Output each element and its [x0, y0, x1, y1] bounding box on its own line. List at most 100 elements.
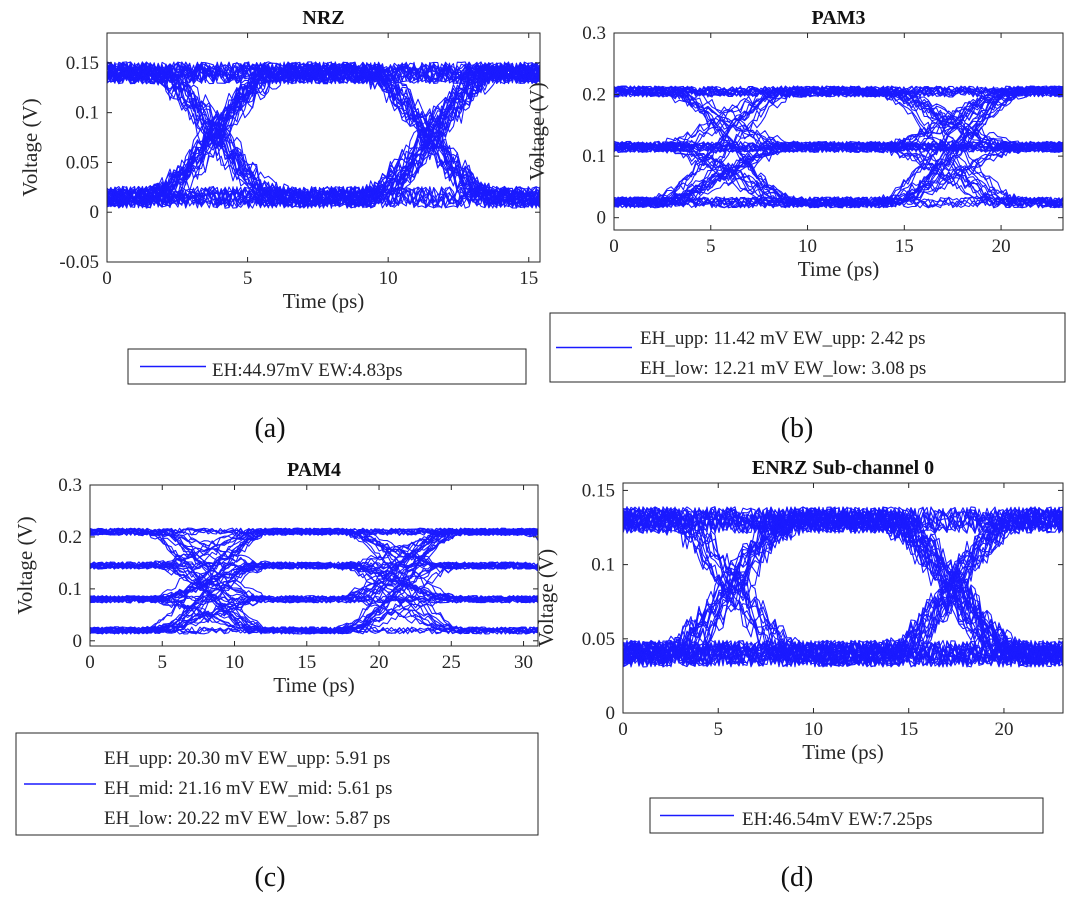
eye-trace	[623, 507, 1063, 668]
eye-trace	[623, 509, 1063, 668]
y-axis-label: Voltage (V)	[525, 82, 549, 180]
eye-trace	[90, 528, 538, 635]
eye-trace	[614, 85, 1063, 208]
legend-entry: EH_upp: 11.42 mV EW_upp: 2.42 ps	[640, 328, 926, 349]
x-axis-label: Time (ps)	[802, 740, 884, 764]
eye-trace	[107, 61, 540, 209]
x-tick-label: 5	[706, 236, 716, 257]
eye-trace	[90, 527, 538, 634]
eye-trace	[90, 528, 538, 635]
y-tick-label: -0.05	[59, 252, 99, 273]
y-tick-label: 0.3	[582, 23, 606, 44]
x-tick-label: 5	[713, 719, 723, 740]
eye-trace	[107, 61, 540, 85]
panel-caption: (a)	[254, 413, 285, 444]
eye-trace	[90, 527, 538, 635]
x-tick-label: 0	[618, 719, 628, 740]
eye-trace	[614, 85, 1063, 209]
y-tick-label: 0.1	[58, 579, 82, 600]
x-tick-label: 10	[225, 652, 244, 673]
axes-box	[622, 482, 1064, 714]
eye-trace	[623, 506, 1063, 666]
y-tick-label: 0	[597, 208, 607, 229]
chart-title: ENRZ Sub-channel 0	[752, 457, 934, 479]
eye-trace	[614, 85, 1063, 209]
y-tick-label: 0.3	[58, 475, 82, 496]
eye-trace	[90, 561, 538, 604]
legend-entry: EH_mid: 21.16 mV EW_mid: 5.61 ps	[104, 778, 392, 799]
x-axis-label: Time (ps)	[798, 257, 880, 281]
eye-trace	[90, 527, 538, 635]
eye-trace	[90, 527, 538, 635]
x-tick-label: 20	[370, 652, 389, 673]
eye-trace	[107, 186, 540, 209]
axes-box	[613, 32, 1064, 231]
eye-trace	[90, 528, 538, 635]
eye-trace	[90, 527, 538, 635]
eye-trace	[90, 527, 538, 634]
eye-trace	[90, 527, 538, 635]
eye-trace	[623, 506, 1063, 668]
eye-trace	[90, 527, 538, 634]
eye-traces	[623, 506, 1063, 668]
panel-d-enrz-sub-channel-0: 0 5 10 15 20 0 0.05 0.1 0.15 ENRZ Sub-channel 0 Ti…	[534, 457, 1064, 893]
x-axis-label: Time (ps)	[273, 673, 355, 697]
eye-trace	[90, 527, 538, 635]
eye-traces	[107, 61, 540, 209]
x-tick-label: 25	[442, 652, 461, 673]
y-tick-label: 0.2	[58, 527, 82, 548]
eye-trace	[614, 140, 1063, 208]
eye-trace	[614, 85, 1063, 153]
axes-box	[89, 484, 539, 647]
eye-trace	[90, 528, 538, 635]
eye-trace	[623, 506, 1063, 534]
y-axis-label: Voltage (V)	[534, 549, 558, 647]
legend: EH:46.54mV EW:7.25ps	[649, 797, 1044, 834]
chart-title: PAM3	[811, 7, 865, 29]
eye-trace	[623, 508, 1063, 668]
y-tick-label: 0.05	[66, 152, 99, 173]
eye-trace	[90, 561, 538, 634]
eye-trace	[90, 595, 538, 635]
y-tick-label: 0.1	[591, 555, 615, 576]
chart-title: NRZ	[302, 7, 344, 29]
panel-b-pam3: 0 5 10 15 20 0 0.1 0.2 0.3 PAM3 Time (ps) Voltage (…	[525, 7, 1066, 444]
eye-trace	[107, 61, 540, 209]
eye-trace	[623, 506, 1063, 534]
chart-title: PAM4	[287, 459, 341, 481]
x-tick-label: 10	[798, 236, 817, 257]
eye-trace	[90, 527, 538, 634]
legend: EH:44.97mV EW:4.83ps	[127, 348, 527, 385]
x-tick-label: 10	[379, 268, 398, 289]
y-tick-label: 0	[73, 631, 83, 652]
eye-trace	[90, 528, 538, 635]
x-tick-label: 20	[994, 719, 1013, 740]
eye-trace	[107, 61, 540, 209]
panel-caption: (c)	[254, 862, 285, 893]
panel-caption: (b)	[781, 413, 814, 444]
eye-trace	[614, 140, 1063, 209]
eye-trace	[623, 506, 1063, 667]
x-tick-label: 15	[297, 652, 316, 673]
legend: EH_upp: 20.30 mV EW_upp: 5.91 ps EH_mid: …	[15, 732, 539, 836]
eye-trace	[90, 528, 538, 635]
legend-box	[549, 312, 1066, 383]
x-tick-label: 15	[519, 268, 538, 289]
eye-trace	[614, 141, 1063, 208]
axes-box	[106, 32, 541, 263]
eye-trace	[623, 507, 1063, 668]
x-tick-label: 30	[514, 652, 533, 673]
y-tick-label: 0.2	[582, 85, 606, 106]
eye-trace	[90, 527, 538, 635]
eye-trace	[107, 61, 540, 208]
eye-trace	[90, 528, 538, 635]
legend-box	[15, 732, 539, 836]
eye-trace	[90, 527, 538, 635]
eye-trace	[107, 61, 540, 206]
x-tick-label: 15	[895, 236, 914, 257]
y-tick-label: 0.15	[66, 53, 99, 74]
x-tick-label: 5	[243, 268, 253, 289]
legend-entry: EH:44.97mV EW:4.83ps	[212, 360, 403, 381]
